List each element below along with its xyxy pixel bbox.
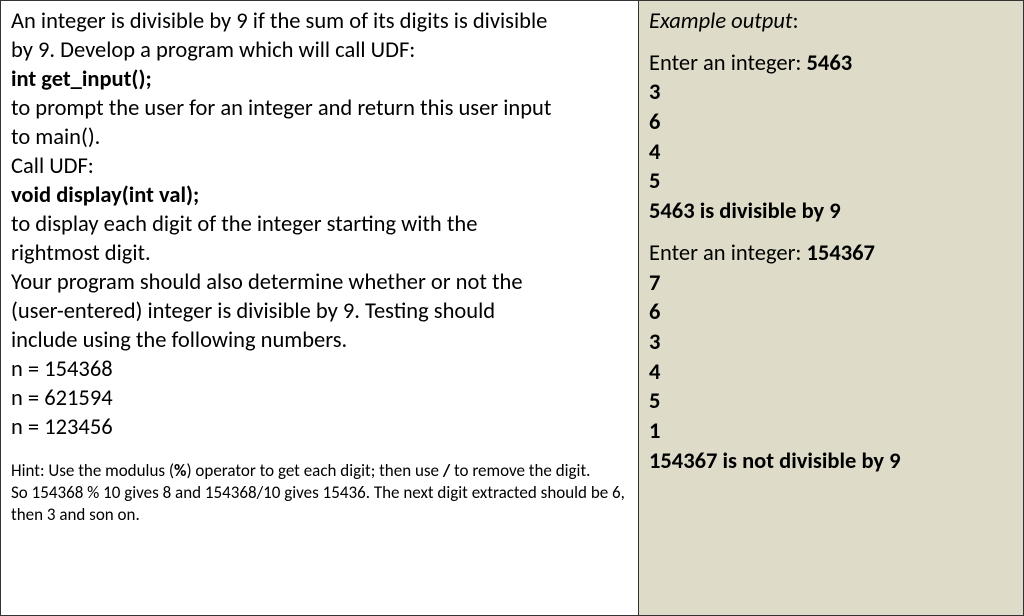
example-output-title: Example output:	[649, 7, 1013, 37]
digit-output: 4	[649, 138, 1013, 168]
problem-line: to main().	[11, 123, 628, 152]
hint-text: to remove the digit.	[450, 460, 590, 481]
problem-line: Your program should also determine wheth…	[11, 268, 628, 297]
digit-output: 5	[649, 387, 1013, 417]
problem-statement-panel: An integer is divisible by 9 if the sum …	[0, 0, 639, 616]
result-line: 5463 is divisible by 9	[649, 197, 1013, 227]
prompt-text: Enter an integer:	[649, 50, 807, 77]
hint-line: then 3 and son on.	[11, 504, 628, 526]
hint-text: ) operator to get each digit; then use	[186, 460, 442, 481]
udf-signature-1: int get_input();	[11, 65, 628, 94]
hint-line: So 154368 % 10 gives 8 and 154368/10 giv…	[11, 482, 628, 504]
digit-output: 3	[649, 78, 1013, 108]
udf-signature-2: void display(int val);	[11, 181, 628, 210]
colon: :	[792, 8, 798, 35]
example-title-text: Example output	[649, 8, 792, 35]
hint-text: Hint: Use the modulus (	[11, 460, 174, 481]
example-output-panel: Example output: Enter an integer: 5463 3…	[639, 0, 1024, 616]
test-value: n = 123456	[11, 413, 628, 442]
input-value: 5463	[807, 50, 853, 77]
modulus-symbol: %	[174, 460, 186, 481]
hint-block: Hint: Use the modulus (%) operator to ge…	[11, 460, 628, 525]
digit-output: 5	[649, 167, 1013, 197]
spacer	[649, 37, 1013, 49]
example-prompt-line: Enter an integer: 5463	[649, 49, 1013, 79]
hint-line: Hint: Use the modulus (%) operator to ge…	[11, 460, 628, 482]
problem-line: rightmost digit.	[11, 239, 628, 268]
test-value: n = 154368	[11, 355, 628, 384]
spacer	[649, 227, 1013, 239]
problem-line: include using the following numbers.	[11, 326, 628, 355]
input-value: 154367	[807, 240, 875, 267]
problem-line: Call UDF:	[11, 152, 628, 181]
test-value: n = 621594	[11, 384, 628, 413]
result-line: 154367 is not divisible by 9	[649, 447, 1013, 477]
digit-output: 1	[649, 417, 1013, 447]
problem-line: by 9. Develop a program which will call …	[11, 36, 628, 65]
digit-output: 6	[649, 108, 1013, 138]
problem-line: to prompt the user for an integer and re…	[11, 94, 628, 123]
prompt-text: Enter an integer:	[649, 240, 807, 267]
digit-output: 3	[649, 328, 1013, 358]
problem-line: An integer is divisible by 9 if the sum …	[11, 7, 628, 36]
problem-line: (user-entered) integer is divisible by 9…	[11, 297, 628, 326]
digit-output: 6	[649, 298, 1013, 328]
example-prompt-line: Enter an integer: 154367	[649, 239, 1013, 269]
digit-output: 7	[649, 269, 1013, 299]
problem-line: to display each digit of the integer sta…	[11, 210, 628, 239]
digit-output: 4	[649, 358, 1013, 388]
